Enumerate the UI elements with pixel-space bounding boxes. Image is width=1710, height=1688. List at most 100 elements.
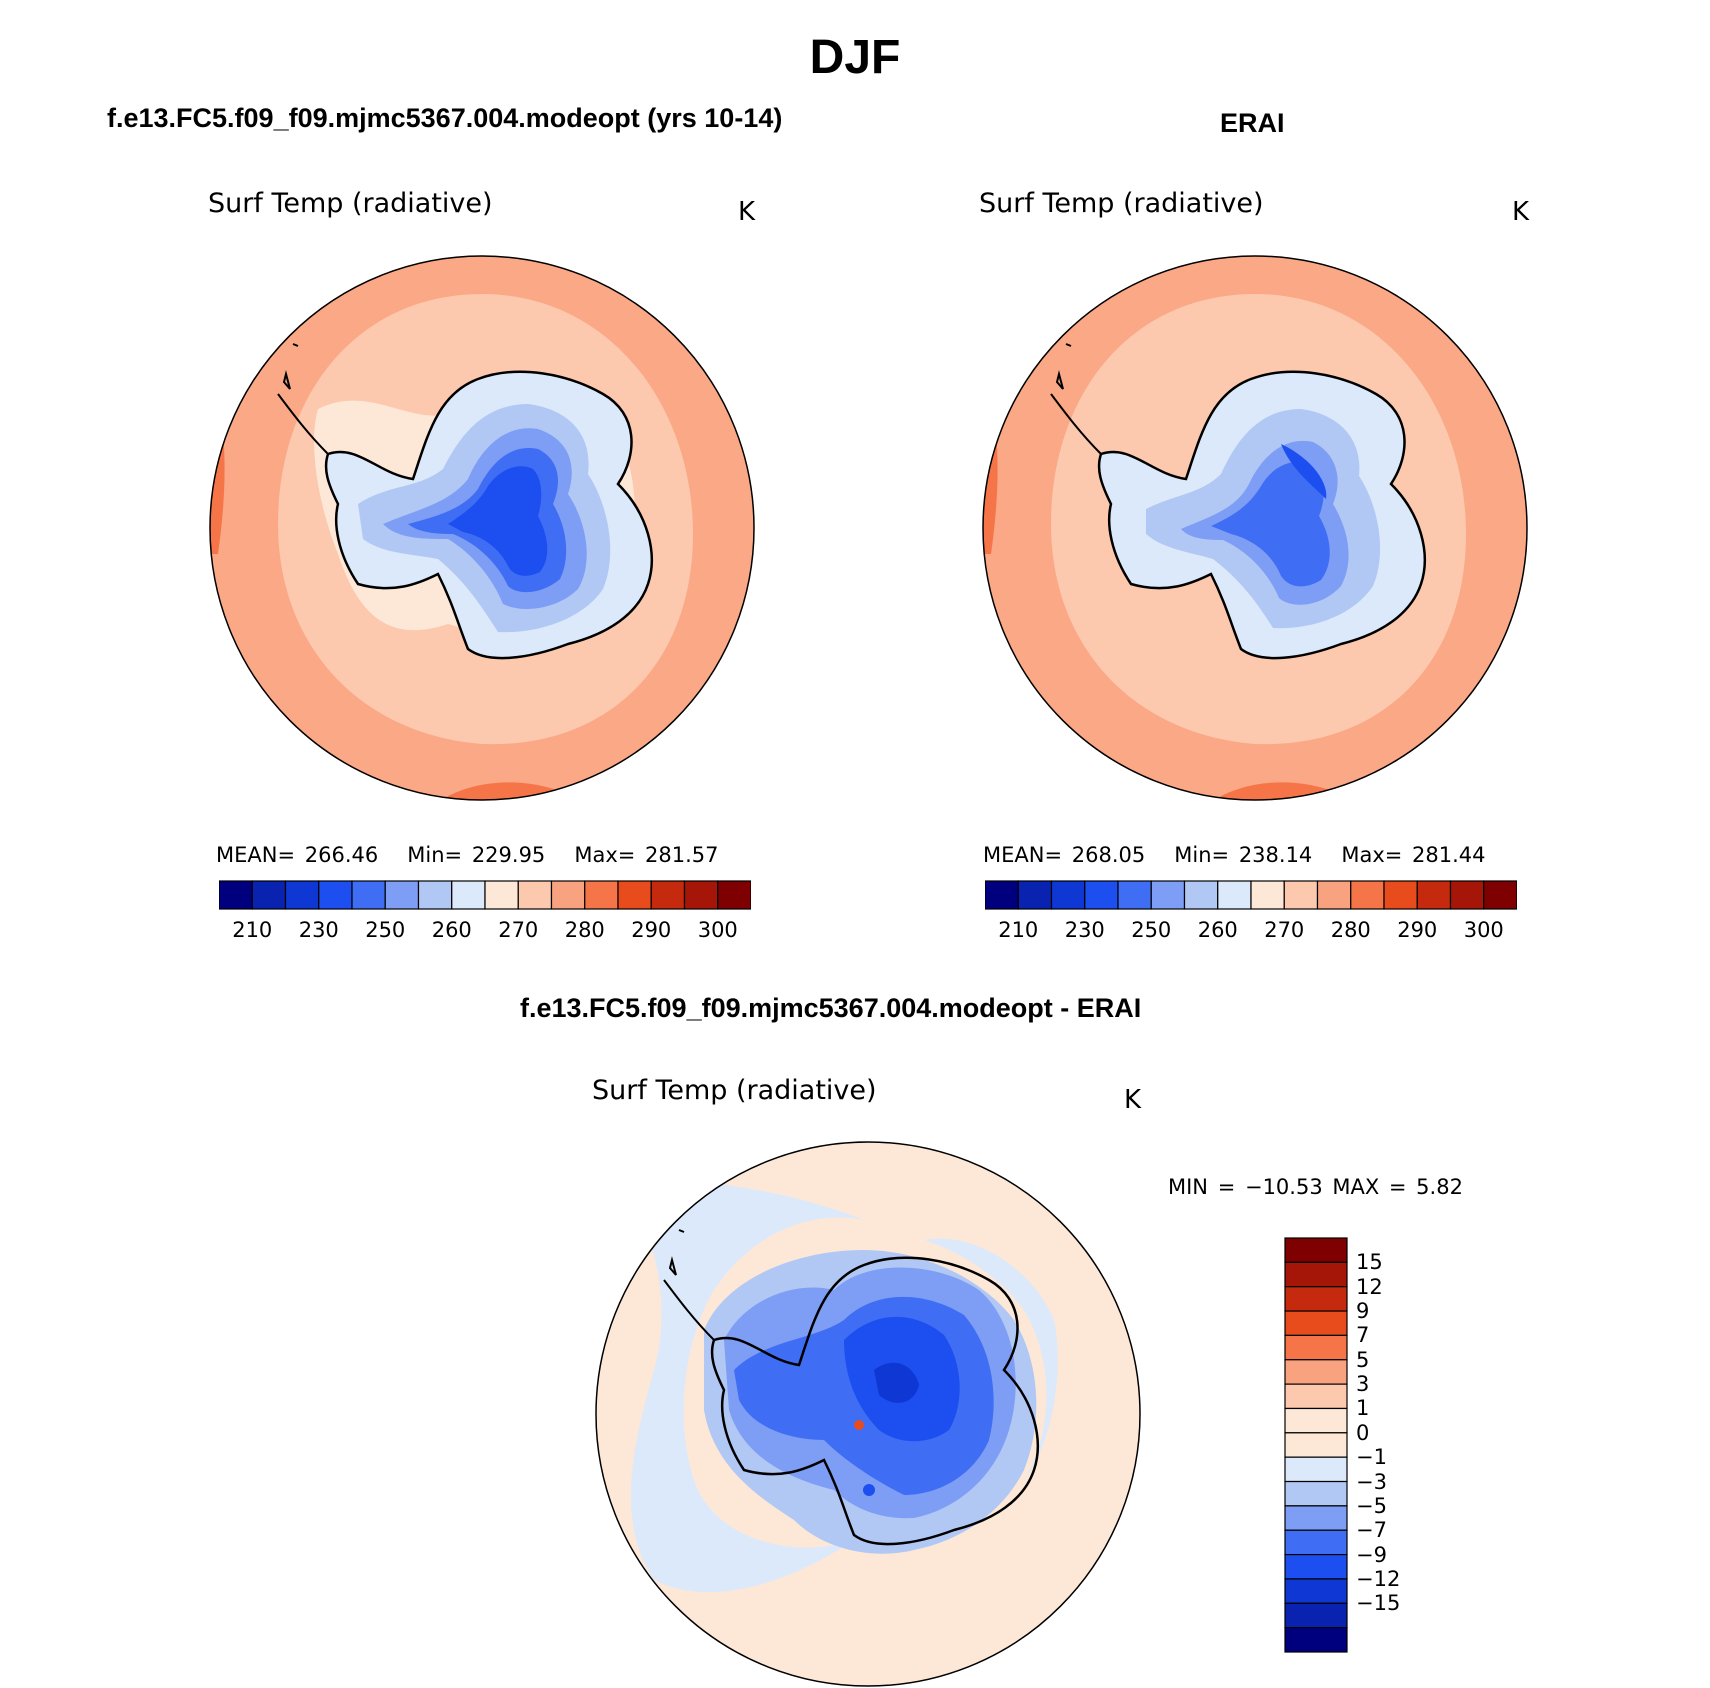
colorbar-tick-label: 1 <box>1356 1396 1370 1421</box>
model-panel-heading: f.e13.FC5.f09_f09.mjmc5367.004.modeopt (… <box>107 103 783 133</box>
colorbar-box <box>1284 1529 1348 1556</box>
figure-title: DJF <box>809 31 901 84</box>
colorbar-box <box>1284 1505 1348 1531</box>
colorbar-tick-label: 210 <box>998 918 1039 942</box>
colorbar-tick-label: 280 <box>1330 918 1371 942</box>
colorbar-box <box>318 880 353 910</box>
colorbar-box <box>1284 1237 1348 1263</box>
model-polar-map <box>209 255 755 801</box>
colorbar-tick-label: 300 <box>697 918 738 942</box>
colorbar-box <box>1284 1578 1348 1604</box>
colorbar-box <box>517 880 553 910</box>
colorbar-box <box>1050 880 1086 910</box>
diff-panel-heading: f.e13.FC5.f09_f09.mjmc5367.004.modeopt -… <box>520 993 1142 1023</box>
colorbar-tick-label: 5 <box>1356 1347 1370 1372</box>
colorbar-box <box>1017 880 1053 910</box>
colorbar-tick-label: −5 <box>1356 1493 1387 1518</box>
colorbar-box <box>584 880 619 910</box>
model-colorbar <box>219 880 751 910</box>
colorbar-box <box>1284 1407 1348 1434</box>
colorbar-tick-label: 280 <box>564 918 605 942</box>
colorbar-tick-label: 270 <box>498 918 539 942</box>
colorbar-box <box>384 880 420 910</box>
model-stats: MEAN= 266.46 Min= 229.95 Max= 281.57 <box>216 843 719 867</box>
model-variable-label: Surf Temp (radiative) <box>208 188 493 219</box>
colorbar-box <box>1284 1456 1348 1483</box>
colorbar-tick-label: −15 <box>1356 1591 1401 1616</box>
model-max-value: 281.57 <box>645 843 719 867</box>
colorbar-tick-label: 250 <box>1131 918 1172 942</box>
model-units-label: K <box>738 197 756 227</box>
colorbar-box <box>1284 1310 1348 1337</box>
colorbar-box <box>1117 880 1152 910</box>
diff-variable-label: Surf Temp (radiative) <box>592 1075 877 1106</box>
colorbar-tick-label: −9 <box>1356 1542 1387 1567</box>
diff-colorbar-ticks: 15 12 9 7 5 3 1 0 −1 −3 −5 −7 −9 −12 −15 <box>1356 1237 1436 1653</box>
colorbar-box <box>1449 880 1485 910</box>
colorbar-box <box>1284 1383 1348 1410</box>
colorbar-box <box>1150 880 1186 910</box>
colorbar-tick-label: 300 <box>1463 918 1504 942</box>
colorbar-box <box>284 880 320 910</box>
obs-max-value: 281.44 <box>1412 843 1486 867</box>
colorbar-tick-label: 230 <box>1064 918 1105 942</box>
colorbar-box <box>1284 1286 1348 1312</box>
model-max-label: Max= <box>574 843 636 867</box>
colorbar-box <box>650 880 686 910</box>
colorbar-tick-label: 260 <box>431 918 472 942</box>
colorbar-box <box>1217 880 1252 910</box>
diff-colorbar <box>1284 1237 1348 1653</box>
colorbar-box <box>1183 880 1219 910</box>
colorbar-tick-label: 210 <box>232 918 273 942</box>
colorbar-tick-label: 3 <box>1356 1372 1370 1397</box>
colorbar-box <box>683 880 719 910</box>
colorbar-box <box>484 880 519 910</box>
colorbar-box <box>351 880 386 910</box>
colorbar-box <box>251 880 287 910</box>
colorbar-box <box>219 880 253 910</box>
obs-units-label: K <box>1512 197 1530 227</box>
model-colorbar-ticks: 210 230 250 260 270 280 290 300 <box>219 918 751 944</box>
diff-units-label: K <box>1124 1085 1142 1115</box>
colorbar-box <box>1250 880 1285 910</box>
colorbar-tick-label: 260 <box>1197 918 1238 942</box>
colorbar-box <box>1284 1432 1348 1458</box>
colorbar-tick-label: 12 <box>1356 1274 1383 1299</box>
obs-variable-label: Surf Temp (radiative) <box>979 188 1264 219</box>
colorbar-tick-label: −3 <box>1356 1469 1387 1494</box>
colorbar-box <box>1284 1553 1348 1580</box>
colorbar-box <box>1284 1480 1348 1507</box>
obs-panel-heading: ERAI <box>1220 108 1285 138</box>
colorbar-tick-label: 0 <box>1356 1420 1370 1445</box>
model-min-value: 229.95 <box>471 843 546 867</box>
colorbar-box <box>550 880 586 910</box>
obs-colorbar <box>985 880 1517 910</box>
colorbar-box <box>1084 880 1119 910</box>
colorbar-tick-label: −7 <box>1356 1518 1387 1543</box>
colorbar-box <box>1316 880 1352 910</box>
colorbar-tick-label: −12 <box>1356 1566 1401 1591</box>
obs-max-label: Max= <box>1341 843 1403 867</box>
obs-stats: MEAN= 268.05 Min= 238.14 Max= 281.44 <box>983 843 1486 867</box>
colorbar-tick-label: 250 <box>365 918 406 942</box>
colorbar-box <box>985 880 1019 910</box>
colorbar-tick-label: 9 <box>1356 1299 1370 1324</box>
diff-minmax: MIN = −10.53 MAX = 5.82 <box>1168 1175 1463 1199</box>
colorbar-box <box>1483 880 1517 910</box>
obs-colorbar-ticks: 210 230 250 260 270 280 290 300 <box>985 918 1517 944</box>
colorbar-tick-label: −1 <box>1356 1445 1387 1470</box>
obs-mean-label: MEAN= <box>983 843 1063 867</box>
colorbar-box <box>1350 880 1385 910</box>
obs-min-value: 238.14 <box>1238 843 1313 867</box>
model-mean-value: 266.46 <box>304 843 379 867</box>
colorbar-box <box>1284 1334 1348 1361</box>
obs-min-label: Min= <box>1174 843 1230 867</box>
colorbar-tick-label: 290 <box>1397 918 1438 942</box>
colorbar-tick-label: 270 <box>1264 918 1305 942</box>
diff-polar-map <box>595 1141 1141 1687</box>
colorbar-box <box>417 880 453 910</box>
colorbar-box <box>451 880 486 910</box>
colorbar-tick-label: 290 <box>631 918 672 942</box>
colorbar-box <box>1283 880 1319 910</box>
colorbar-box <box>1284 1359 1348 1385</box>
